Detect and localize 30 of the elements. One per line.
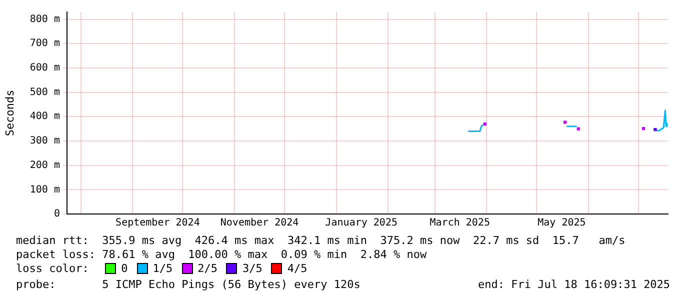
legend-label: 1/5 (152, 262, 173, 275)
y-tick-label: 500 m (30, 86, 60, 98)
x-tick-label: November 2024 (220, 218, 299, 229)
y-tick-label: 700 m (30, 38, 60, 50)
point (654, 128, 657, 132)
y-tick-label: 300 m (30, 136, 60, 147)
point (483, 122, 486, 126)
legend-title: loss color: (16, 262, 90, 275)
y-tick-label: 600 m (30, 62, 60, 74)
legend-label: 3/5 (242, 262, 262, 275)
point (563, 120, 567, 124)
legend-label: 0 (121, 262, 128, 275)
y-tick-label: 0 (54, 208, 60, 220)
y-tick-label: 800 m (30, 14, 60, 25)
text: median rtt: 355.9 ms avg 426.4 ms max 342.1 ms min 375.2 ms now 22.7 ms sd 15.7 am/s (16, 233, 626, 248)
text: packet loss: 78.61 % avg 100.00 % max 0.09 % min 2.84 % now (16, 247, 427, 262)
y-tick-label: 400 m (30, 111, 60, 122)
x-tick-label: January 2025 (325, 218, 398, 229)
x-tick-label: March 2025 (430, 218, 490, 229)
point (576, 127, 580, 130)
legend-label: 4/5 (287, 262, 308, 275)
point (642, 127, 646, 130)
x-tick-label: September 2024 (116, 218, 200, 229)
y-tick-label: 200 m (30, 160, 60, 171)
x-tick-label: May 2025 (538, 218, 586, 229)
text: probe: 5 ICMP Echo Pings (56 Bytes) every 120s (16, 277, 360, 292)
y-tick-label: 100 m (30, 184, 60, 196)
legend-label: 2/5 (198, 262, 218, 275)
y-axis-title: Seconds (3, 90, 16, 136)
text: end: Fri Jul 18 16:09:31 2025 (478, 277, 670, 292)
